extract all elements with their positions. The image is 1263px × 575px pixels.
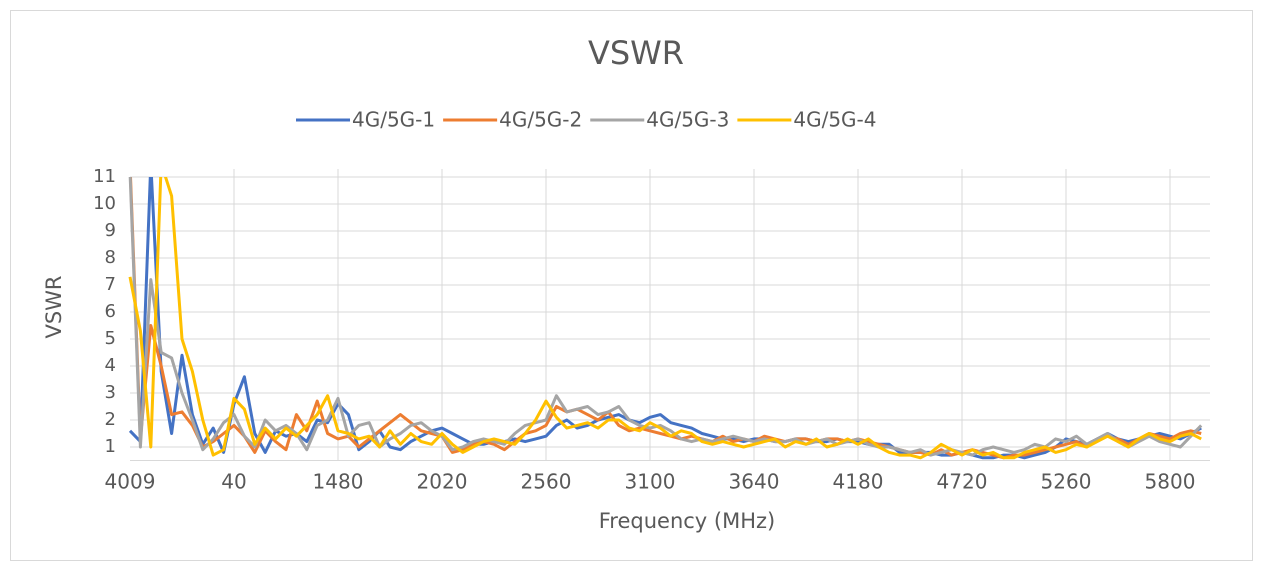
y-tick-label: 10 [93,193,116,214]
y-tick-label: 1 [105,436,116,457]
x-tick-label: 3100 [625,470,676,494]
y-tick-label: 5 [105,328,116,349]
y-axis-title: VSWR [42,275,66,338]
axis-labels: 1 2 3 4 5 6 7 8 9 10 11 4009 40 1480 2020 2560 3100 3640 4… [93,166,1195,494]
x-tick-label: 2560 [521,470,572,494]
series-line [129,177,1202,460]
legend-label: 4G/5G-4 [793,108,876,132]
y-tick-label: 2 [105,409,116,430]
legend-label: 4G/5G-1 [352,108,435,132]
x-tick-label: 5800 [1145,470,1196,494]
series-line [128,177,1203,457]
x-tick-label: 1480 [313,470,364,494]
x-tick-label: 5260 [1041,470,1092,494]
x-tick-label: 3640 [729,470,780,494]
series-line [128,177,1202,460]
y-tick-label: 7 [105,274,116,295]
y-tick-label: 6 [105,301,116,322]
x-tick-label: 4009 [105,470,156,494]
x-tick-label: 40 [221,470,246,494]
legend: 4G/5G-1 4G/5G-2 4G/5G-3 4G/5G-4 [296,108,877,132]
x-axis-title: Frequency (MHz) [599,509,775,533]
x-tick-label: 4180 [833,470,884,494]
y-tick-label: 8 [105,247,116,268]
y-tick-label: 4 [105,355,116,376]
y-tick-label: 3 [105,382,116,403]
y-tick-label: 11 [93,166,116,187]
x-tick-label: 4720 [937,470,988,494]
legend-label: 4G/5G-2 [499,108,582,132]
plot-area [128,177,1203,460]
legend-label: 4G/5G-3 [646,108,729,132]
series-line [128,177,1202,460]
chart-title: VSWR [588,34,684,72]
x-tick-label: 2020 [417,470,468,494]
y-tick-label: 9 [105,220,116,241]
